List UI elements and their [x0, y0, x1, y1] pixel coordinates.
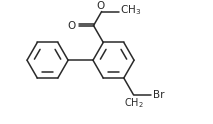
- Text: O: O: [96, 1, 105, 11]
- Text: CH$_3$: CH$_3$: [120, 4, 141, 17]
- Text: O: O: [68, 21, 76, 31]
- Text: Br: Br: [153, 90, 164, 100]
- Text: CH$_2$: CH$_2$: [124, 96, 143, 110]
